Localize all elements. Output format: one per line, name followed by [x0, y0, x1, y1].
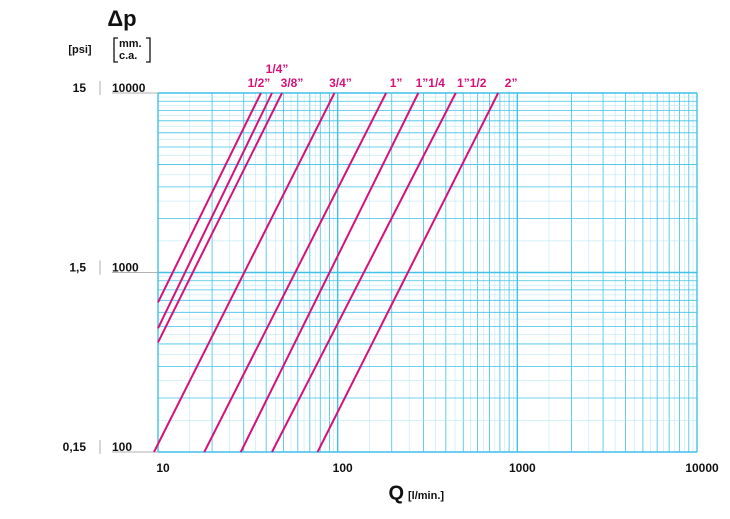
series-label: 1/4” — [266, 62, 289, 76]
pressure-line — [203, 92, 387, 453]
series-label: 1”1/2 — [457, 76, 487, 90]
x-tick-label: 10000 — [685, 461, 719, 475]
pressure-line — [157, 92, 283, 343]
x-tick-label: 100 — [333, 461, 353, 475]
series-label: 1”1/4 — [416, 76, 446, 90]
x-unit: [l/min.] — [408, 490, 444, 502]
pressure-line — [239, 92, 420, 453]
series-label: 3/4” — [329, 76, 352, 90]
pressure-line — [271, 92, 457, 453]
series-label: 1” — [390, 76, 403, 90]
series-label: 1/2” — [248, 76, 271, 90]
series-label: 2” — [505, 76, 518, 90]
pressure-line — [153, 92, 336, 453]
pressure-line — [316, 92, 500, 453]
pressure-line — [157, 92, 273, 329]
x-tick-label: 1000 — [509, 461, 536, 475]
x-tick-label: 10 — [156, 461, 170, 475]
chart-title: Δp — [107, 6, 136, 31]
y-unit: [psi] — [68, 44, 92, 56]
y-tick-label: 10000 — [112, 81, 146, 95]
y2-unit-top: mm. — [119, 38, 142, 50]
y-tick-label: 100 — [112, 440, 132, 454]
y2-tick-label: 1,5 — [69, 261, 86, 275]
y2-unit-bottom: c.a. — [119, 50, 137, 62]
series-label: 3/8” — [281, 76, 304, 90]
x-label: Q — [388, 482, 404, 504]
y-tick-label: 1000 — [112, 261, 139, 275]
y2-tick-label: 15 — [73, 81, 87, 95]
y2-tick-label: 0,15 — [63, 440, 87, 454]
bracket — [113, 37, 151, 63]
pressure-line — [157, 92, 262, 303]
